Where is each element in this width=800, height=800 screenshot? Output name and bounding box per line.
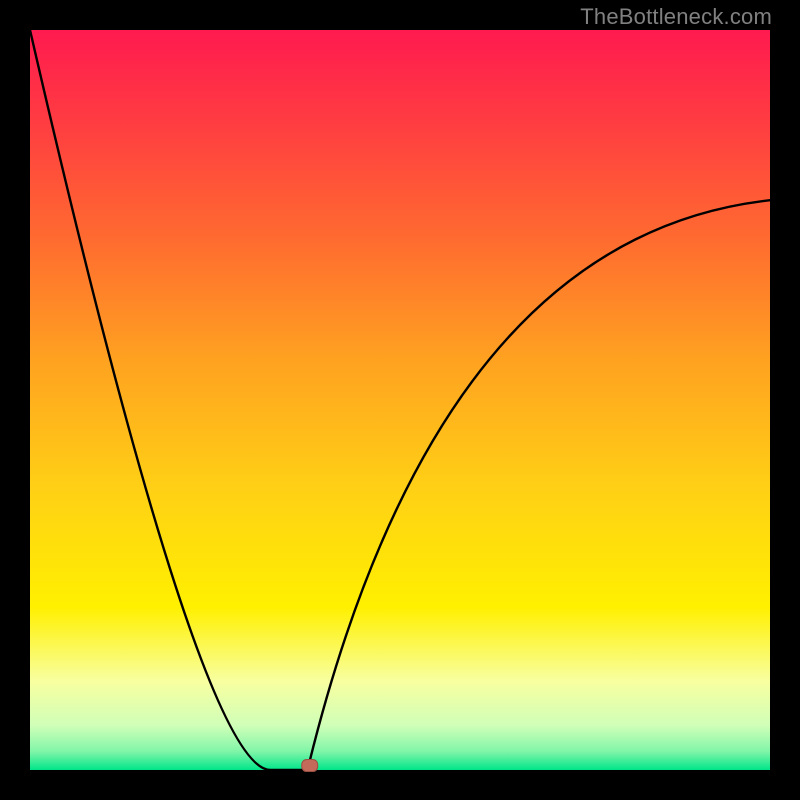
plot-background [30,30,770,770]
watermark-text: TheBottleneck.com [580,4,772,30]
bottleneck-chart [0,0,800,800]
chart-container: TheBottleneck.com [0,0,800,800]
optimum-marker [302,760,318,772]
